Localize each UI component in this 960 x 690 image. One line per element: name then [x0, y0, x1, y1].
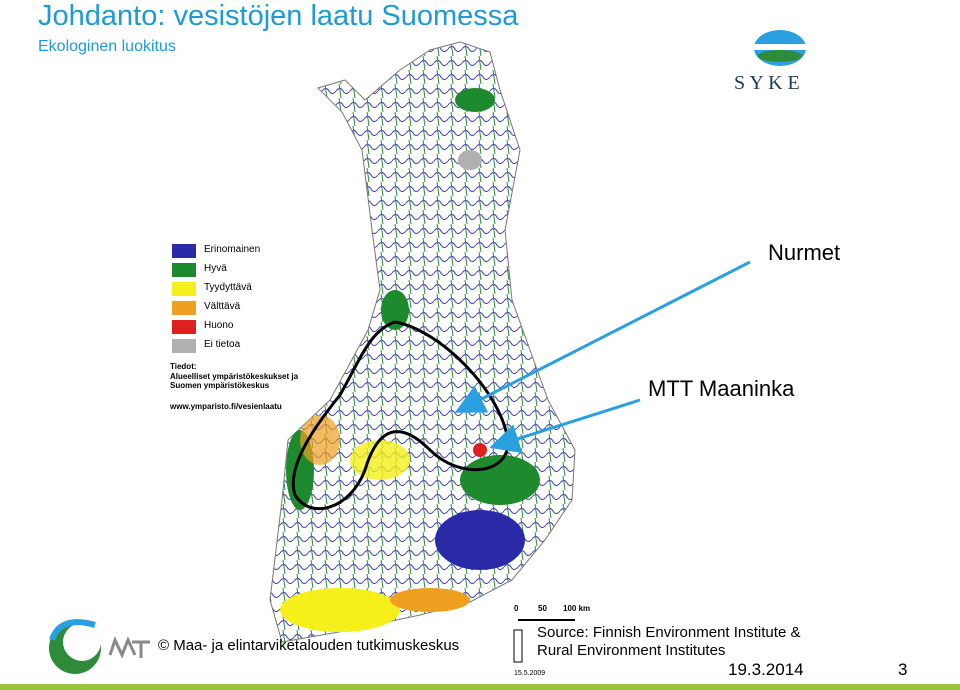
legend-label: Huono	[204, 320, 234, 331]
arrow	[454, 260, 751, 413]
region-outline	[291, 320, 510, 511]
syke-logo	[752, 30, 808, 66]
info-url: www.ymparisto.fi/vesienlaatu	[170, 402, 282, 411]
mtt-logo	[49, 619, 150, 674]
info-heading: Tiedot:	[170, 362, 197, 371]
legend-label: Tyydyttävä	[204, 282, 252, 293]
finland-map	[269, 41, 576, 643]
info-line: Alueelliset ympäristökeskukset ja	[170, 372, 299, 381]
logo-text: S Y K E	[734, 72, 800, 94]
source-line: Rural Environment Institutes	[537, 642, 726, 659]
legend-label: Erinomainen	[204, 244, 261, 255]
legend-swatches	[172, 244, 196, 353]
copyright: © Maa- ja elintarviketalouden tutkimuske…	[158, 637, 460, 654]
page-number: 3	[898, 660, 908, 679]
scale-bar	[513, 619, 575, 663]
scale-label: 100 km	[563, 604, 591, 613]
info-line: Suomen ympäristökeskus	[170, 381, 270, 390]
location-dot	[473, 443, 487, 457]
legend-label: Välttävä	[204, 301, 241, 312]
title: Johdanto: vesistöjen laatu Suomessa	[38, 0, 519, 32]
legend-label: Ei tietoa	[204, 339, 241, 350]
footer-bar	[0, 684, 960, 690]
date: 19.3.2014	[728, 660, 804, 679]
arrow	[489, 398, 641, 454]
subtitle: Ekologinen luokitus	[38, 38, 176, 55]
scale-label: 50	[538, 604, 547, 613]
map-date: 15.5.2009	[514, 670, 546, 677]
annotation: Nurmet	[768, 240, 841, 265]
annotation: MTT Maaninka	[648, 376, 795, 401]
scale-label: 0	[514, 604, 519, 613]
legend-label: Hyvä	[204, 263, 227, 274]
source-line: Source: Finnish Environment Institute &	[537, 624, 801, 641]
